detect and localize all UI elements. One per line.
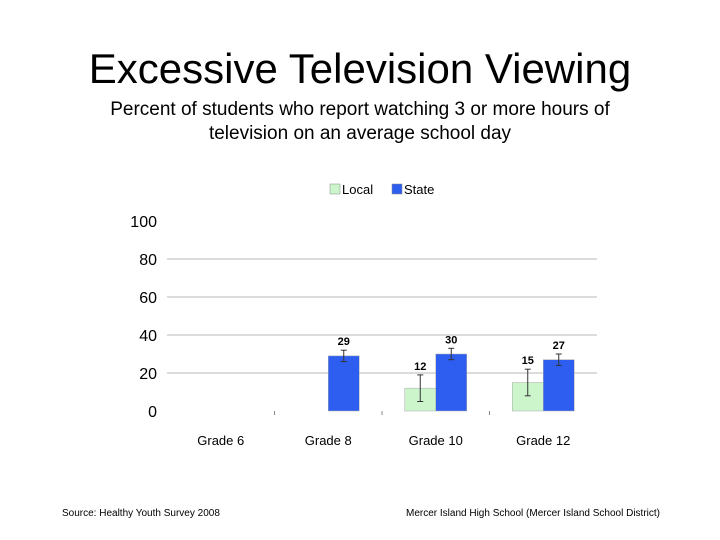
legend-label: State	[404, 182, 434, 197]
x-tick-label: Grade 10	[409, 433, 463, 448]
legend-swatch-state	[391, 183, 403, 195]
bar-state	[435, 353, 467, 412]
bar-state	[328, 355, 360, 412]
legend-swatch-local	[329, 183, 341, 195]
school-note: Mercer Island High School (Mercer Island…	[406, 508, 660, 519]
y-tick-label: 60	[139, 290, 157, 307]
legend-label: Local	[342, 182, 373, 197]
x-tick-label: Grade 8	[305, 433, 352, 448]
bar-state	[543, 359, 575, 412]
y-tick-label: 100	[130, 214, 157, 231]
data-label: 12	[414, 361, 426, 373]
y-tick-label: 40	[139, 328, 157, 345]
data-label: 29	[338, 336, 350, 348]
data-label: 30	[445, 334, 457, 346]
y-tick-label: 0	[148, 404, 157, 421]
x-tick-label: Grade 6	[197, 433, 244, 448]
y-tick-label: 80	[139, 252, 157, 269]
x-tick-label: Grade 12	[516, 433, 570, 448]
slide-title: Excessive Television Viewing	[88, 45, 632, 92]
data-label: 15	[522, 355, 534, 367]
data-label: 27	[553, 340, 565, 352]
slide-subtitle: Percent of students who report watching …	[110, 99, 610, 144]
y-tick-label: 20	[139, 366, 157, 383]
source-note: Source: Healthy Youth Survey 2008	[62, 508, 220, 519]
